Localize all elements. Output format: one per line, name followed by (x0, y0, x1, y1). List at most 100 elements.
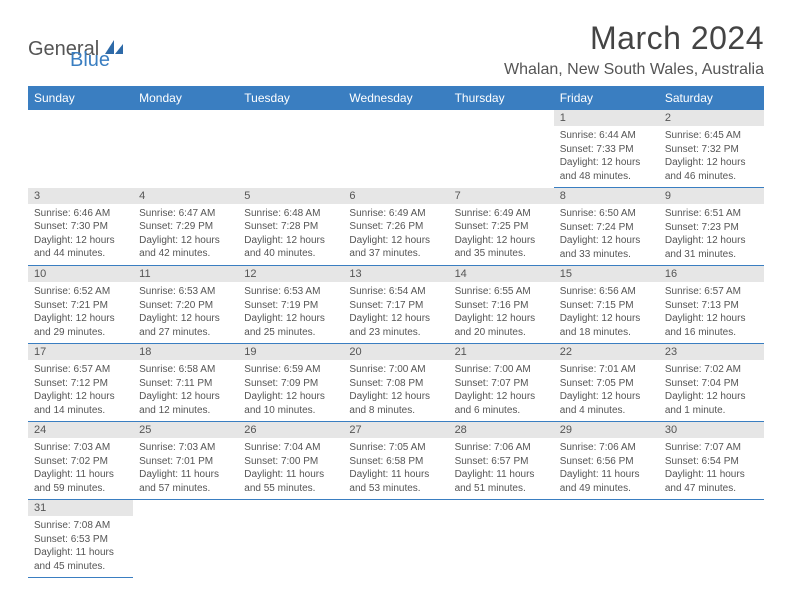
day-number: 3 (28, 188, 133, 204)
sunset-text: Sunset: 7:05 PM (560, 377, 653, 391)
sunrise-text: Sunrise: 6:54 AM (349, 285, 442, 299)
day-details: Sunrise: 6:50 AMSunset: 7:24 PMDaylight:… (554, 204, 659, 265)
sunset-text: Sunset: 7:32 PM (665, 143, 758, 157)
day-header: Saturday (659, 86, 764, 110)
day-cell: 17Sunrise: 6:57 AMSunset: 7:12 PMDayligh… (28, 344, 133, 422)
sunrise-text: Sunrise: 7:06 AM (455, 441, 548, 455)
sunset-text: Sunset: 7:21 PM (34, 299, 127, 313)
daylight-text-1: Daylight: 12 hours (455, 390, 548, 404)
day-cell: 18Sunrise: 6:58 AMSunset: 7:11 PMDayligh… (133, 344, 238, 422)
daylight-text-2: and 1 minute. (665, 404, 758, 418)
day-details: Sunrise: 6:48 AMSunset: 7:28 PMDaylight:… (238, 204, 343, 265)
day-cell: 6Sunrise: 6:49 AMSunset: 7:26 PMDaylight… (343, 188, 448, 266)
daylight-text-1: Daylight: 11 hours (455, 468, 548, 482)
calendar-row: 17Sunrise: 6:57 AMSunset: 7:12 PMDayligh… (28, 344, 764, 422)
day-number: 15 (554, 266, 659, 282)
daylight-text-1: Daylight: 12 hours (349, 390, 442, 404)
daylight-text-2: and 8 minutes. (349, 404, 442, 418)
sunrise-text: Sunrise: 7:02 AM (665, 363, 758, 377)
day-details: Sunrise: 7:00 AMSunset: 7:08 PMDaylight:… (343, 360, 448, 421)
day-details: Sunrise: 7:01 AMSunset: 7:05 PMDaylight:… (554, 360, 659, 421)
day-number: 31 (28, 500, 133, 516)
day-details: Sunrise: 7:04 AMSunset: 7:00 PMDaylight:… (238, 438, 343, 499)
day-number: 4 (133, 188, 238, 204)
daylight-text-2: and 35 minutes. (455, 247, 548, 261)
daylight-text-2: and 40 minutes. (244, 247, 337, 261)
daylight-text-1: Daylight: 11 hours (665, 468, 758, 482)
day-details: Sunrise: 6:58 AMSunset: 7:11 PMDaylight:… (133, 360, 238, 421)
daylight-text-2: and 14 minutes. (34, 404, 127, 418)
day-number: 18 (133, 344, 238, 360)
daylight-text-1: Daylight: 11 hours (34, 546, 127, 560)
sunrise-text: Sunrise: 6:44 AM (560, 129, 653, 143)
day-details: Sunrise: 6:53 AMSunset: 7:20 PMDaylight:… (133, 282, 238, 343)
day-cell: 7Sunrise: 6:49 AMSunset: 7:25 PMDaylight… (449, 188, 554, 266)
sunrise-text: Sunrise: 7:06 AM (560, 441, 653, 455)
day-cell: 10Sunrise: 6:52 AMSunset: 7:21 PMDayligh… (28, 266, 133, 344)
sunrise-text: Sunrise: 6:51 AM (665, 207, 758, 221)
sunset-text: Sunset: 7:28 PM (244, 220, 337, 234)
sunset-text: Sunset: 7:20 PM (139, 299, 232, 313)
day-cell: 24Sunrise: 7:03 AMSunset: 7:02 PMDayligh… (28, 422, 133, 500)
daylight-text-2: and 59 minutes. (34, 482, 127, 496)
daylight-text-1: Daylight: 12 hours (139, 312, 232, 326)
day-header: Monday (133, 86, 238, 110)
sunrise-text: Sunrise: 7:00 AM (349, 363, 442, 377)
empty-cell (659, 500, 764, 578)
sunset-text: Sunset: 7:15 PM (560, 299, 653, 313)
day-details: Sunrise: 6:45 AMSunset: 7:32 PMDaylight:… (659, 126, 764, 187)
daylight-text-2: and 49 minutes. (560, 482, 653, 496)
sunrise-text: Sunrise: 7:01 AM (560, 363, 653, 377)
sunset-text: Sunset: 6:56 PM (560, 455, 653, 469)
daylight-text-2: and 23 minutes. (349, 326, 442, 340)
day-cell: 30Sunrise: 7:07 AMSunset: 6:54 PMDayligh… (659, 422, 764, 500)
day-details: Sunrise: 7:00 AMSunset: 7:07 PMDaylight:… (449, 360, 554, 421)
daylight-text-2: and 46 minutes. (665, 170, 758, 184)
day-number: 6 (343, 188, 448, 204)
sunset-text: Sunset: 7:24 PM (560, 221, 653, 235)
sunrise-text: Sunrise: 6:50 AM (560, 207, 653, 221)
daylight-text-1: Daylight: 12 hours (34, 390, 127, 404)
day-number: 22 (554, 344, 659, 360)
day-cell: 31Sunrise: 7:08 AMSunset: 6:53 PMDayligh… (28, 500, 133, 578)
empty-cell (449, 500, 554, 578)
daylight-text-1: Daylight: 12 hours (665, 234, 758, 248)
sunrise-text: Sunrise: 7:00 AM (455, 363, 548, 377)
day-cell: 21Sunrise: 7:00 AMSunset: 7:07 PMDayligh… (449, 344, 554, 422)
day-header: Wednesday (343, 86, 448, 110)
sunset-text: Sunset: 7:26 PM (349, 220, 442, 234)
sunset-text: Sunset: 7:08 PM (349, 377, 442, 391)
sunset-text: Sunset: 7:12 PM (34, 377, 127, 391)
day-details: Sunrise: 7:08 AMSunset: 6:53 PMDaylight:… (28, 516, 133, 577)
day-cell: 1Sunrise: 6:44 AMSunset: 7:33 PMDaylight… (554, 110, 659, 188)
daylight-text-2: and 6 minutes. (455, 404, 548, 418)
day-header: Thursday (449, 86, 554, 110)
empty-cell (28, 110, 133, 188)
sunset-text: Sunset: 7:29 PM (139, 220, 232, 234)
sunset-text: Sunset: 6:54 PM (665, 455, 758, 469)
daylight-text-2: and 4 minutes. (560, 404, 653, 418)
daylight-text-1: Daylight: 11 hours (560, 468, 653, 482)
day-header: Sunday (28, 86, 133, 110)
sunrise-text: Sunrise: 6:49 AM (455, 207, 548, 221)
daylight-text-2: and 31 minutes. (665, 248, 758, 262)
daylight-text-1: Daylight: 11 hours (34, 468, 127, 482)
empty-cell (343, 110, 448, 188)
sunset-text: Sunset: 6:53 PM (34, 533, 127, 547)
daylight-text-2: and 51 minutes. (455, 482, 548, 496)
day-cell: 9Sunrise: 6:51 AMSunset: 7:23 PMDaylight… (659, 188, 764, 266)
day-number: 17 (28, 344, 133, 360)
sunset-text: Sunset: 7:13 PM (665, 299, 758, 313)
sunset-text: Sunset: 7:11 PM (139, 377, 232, 391)
day-details: Sunrise: 7:07 AMSunset: 6:54 PMDaylight:… (659, 438, 764, 499)
sunrise-text: Sunrise: 6:56 AM (560, 285, 653, 299)
daylight-text-2: and 44 minutes. (34, 247, 127, 261)
sunrise-text: Sunrise: 7:03 AM (139, 441, 232, 455)
empty-cell (554, 500, 659, 578)
day-number: 2 (659, 110, 764, 126)
day-details: Sunrise: 6:57 AMSunset: 7:12 PMDaylight:… (28, 360, 133, 421)
daylight-text-1: Daylight: 12 hours (349, 234, 442, 248)
day-details: Sunrise: 7:06 AMSunset: 6:56 PMDaylight:… (554, 438, 659, 499)
sunset-text: Sunset: 7:04 PM (665, 377, 758, 391)
daylight-text-1: Daylight: 12 hours (34, 312, 127, 326)
